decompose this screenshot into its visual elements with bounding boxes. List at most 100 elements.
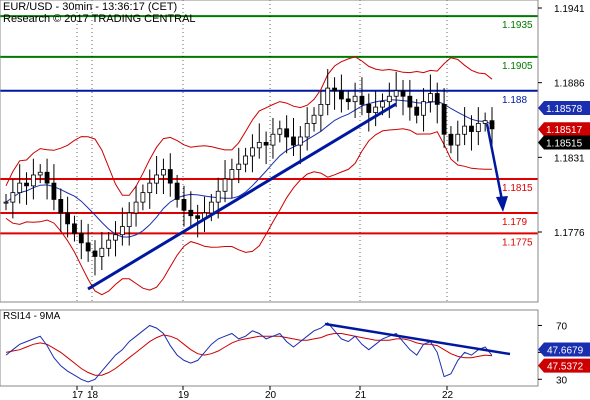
price-tick-label: 1.1831	[554, 153, 585, 164]
price-tag-label: 1.18578	[546, 104, 583, 115]
candle-body	[256, 141, 262, 149]
candle-body	[72, 223, 77, 234]
candle-body	[78, 232, 84, 244]
bollinger-upper	[5, 56, 493, 196]
candle-body	[188, 209, 194, 217]
candle-body	[434, 93, 440, 105]
candle-body	[393, 90, 399, 97]
candle-body	[106, 239, 112, 249]
candle-body	[325, 87, 331, 105]
candle-body	[58, 199, 64, 214]
candle-body	[215, 190, 221, 203]
rsi-tick-label: 30	[556, 375, 568, 386]
candle-body	[133, 201, 139, 214]
x-tick-label: 17	[72, 390, 84, 400]
candle-body	[359, 95, 365, 105]
uptrend-line	[87, 102, 397, 291]
candle-body	[236, 163, 242, 170]
candle-body	[208, 201, 214, 214]
price-tick-label: 1.1941	[554, 4, 585, 15]
candle-body	[352, 95, 358, 103]
candle-body	[427, 93, 433, 103]
candle-body	[30, 174, 36, 187]
candle-body	[126, 212, 132, 227]
rsi-title: RSI14 - 9MA	[3, 311, 61, 322]
level-label: 1.1775	[502, 237, 533, 248]
candle-body	[229, 169, 235, 180]
forecast-arrow-head	[496, 196, 508, 212]
candle-body	[174, 182, 180, 200]
candle-body	[414, 106, 420, 116]
candle-body	[441, 103, 447, 135]
candle-body	[263, 141, 269, 146]
candle-body	[311, 114, 317, 124]
rsi-frame	[0, 309, 539, 387]
candle-body	[421, 101, 426, 116]
price-tag	[538, 135, 590, 150]
candle-body	[373, 106, 379, 113]
candle-body	[339, 90, 344, 100]
price-frame	[0, 0, 539, 303]
rsi-divergence-line	[324, 322, 511, 356]
candle-body	[297, 136, 303, 146]
candle-body	[291, 136, 296, 146]
candle-body	[44, 171, 50, 184]
candle-body	[482, 120, 488, 124]
level-label: 1.1935	[502, 20, 533, 31]
level-label: 1.188	[502, 95, 527, 106]
candle-body	[85, 242, 91, 252]
price-panel: 1.1935 1.1905 1.188 1.1815 1.179 1.1775	[0, 0, 538, 302]
x-tick-label: 18	[87, 390, 99, 400]
candle-body	[37, 171, 43, 176]
rsi-tick-label: 70	[556, 321, 568, 332]
candle-body	[119, 226, 125, 236]
candle-body	[222, 178, 228, 192]
candle-body	[284, 128, 290, 138]
candle-body	[3, 201, 9, 204]
candle-body	[51, 182, 57, 200]
candle-body	[24, 182, 29, 187]
candle-body	[113, 234, 118, 241]
forecast-arrow	[485, 123, 504, 201]
rsi-tag	[538, 342, 590, 357]
candle-body	[250, 147, 255, 157]
candle-body	[195, 215, 201, 219]
candle-body	[270, 133, 276, 146]
level-label: 1.1815	[502, 183, 533, 194]
x-tick-label: 19	[178, 390, 190, 400]
candle-body	[140, 192, 146, 203]
price-tick-label: 1.1776	[554, 228, 585, 239]
candle-body	[99, 247, 105, 257]
candle-body	[332, 87, 337, 92]
chart-copyright: Research © 2017 TRADING CENTRAL	[3, 13, 196, 25]
candle-body	[489, 120, 495, 130]
chart-title: EUR/USD - 30min - 13:36:17 (CET)	[3, 1, 178, 13]
price-tag-label: 1.18515	[546, 139, 583, 150]
candle-body	[147, 182, 153, 194]
level-label: 1.179	[502, 217, 527, 228]
candle-body	[92, 250, 98, 257]
candle-body	[400, 90, 406, 97]
candle-body	[455, 133, 461, 146]
x-tick-label: 20	[265, 390, 277, 400]
rsi-panel	[5, 322, 511, 383]
candle-body	[304, 122, 310, 138]
candle-body	[475, 122, 481, 132]
candle-body	[167, 169, 173, 184]
candle-body	[380, 101, 385, 108]
candle-body	[366, 103, 372, 113]
moving-average	[5, 99, 493, 238]
candle-body	[386, 95, 392, 103]
candle-body	[469, 125, 474, 132]
candle-body	[277, 128, 283, 135]
candle-body	[154, 174, 159, 184]
bollinger-lower	[5, 128, 493, 296]
price-tag-label: 1.18517	[546, 125, 583, 136]
rsi-ma-line	[5, 333, 493, 376]
rsi-tag-label: 47.6679	[547, 346, 584, 357]
rsi-line	[5, 322, 493, 383]
candle-body	[318, 103, 324, 116]
rsi-tag	[538, 358, 590, 373]
